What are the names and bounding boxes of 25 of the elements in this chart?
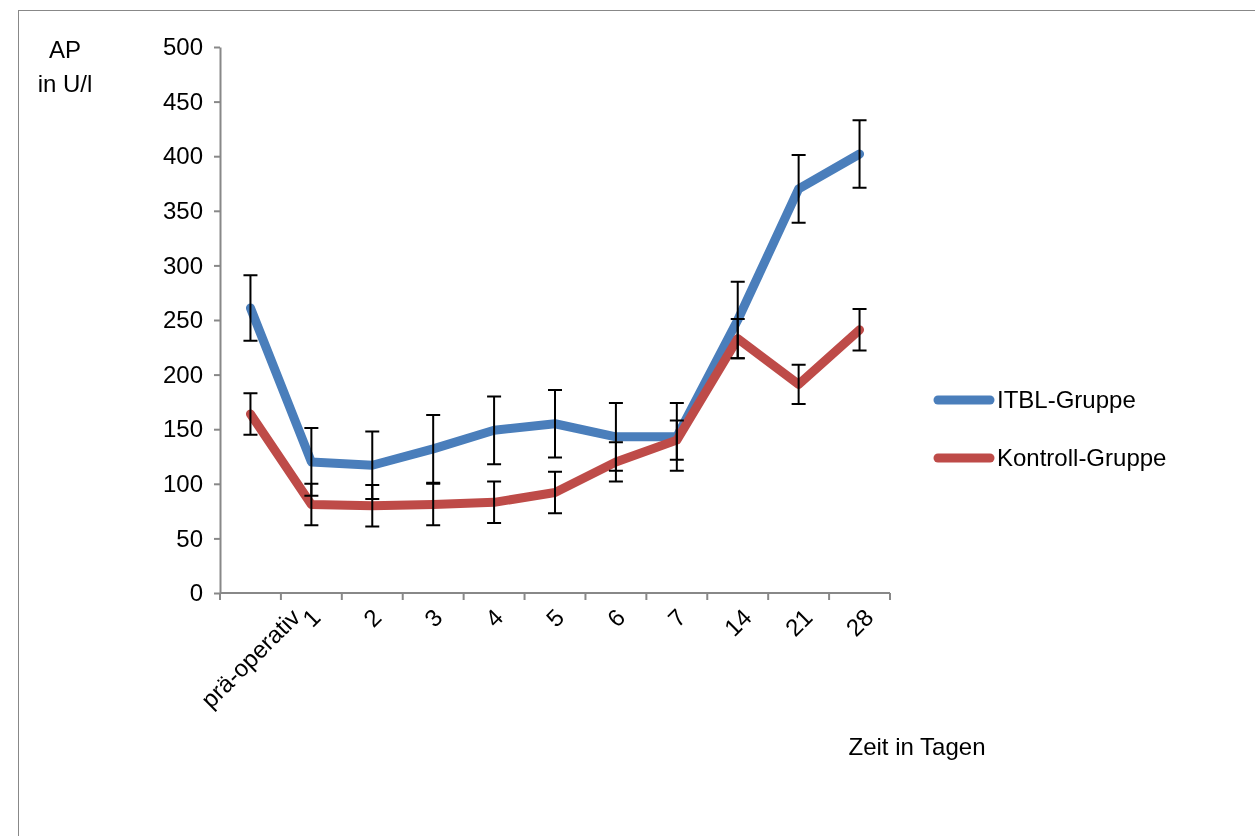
y-tick-label: 450 [162, 87, 203, 115]
y-tick-label: 0 [189, 579, 203, 607]
x-tick-label: 3 [418, 603, 448, 632]
x-tick-label: 5 [540, 603, 570, 632]
y-tick-label: 50 [176, 524, 203, 552]
y-tick-label: 400 [162, 142, 203, 170]
x-tick-label: 21 [779, 603, 818, 642]
x-axis-title: Zeit in Tagen [848, 733, 986, 760]
x-tick-label: 1 [297, 603, 326, 632]
y-tick-label: 500 [162, 33, 203, 61]
x-tick-label: 2 [357, 603, 387, 632]
legend-label: Kontroll-Gruppe [997, 444, 1167, 472]
y-tick-label: 150 [162, 415, 203, 443]
legend-label: ITBL-Gruppe [997, 386, 1136, 414]
y-tick-label: 200 [162, 360, 203, 388]
x-tick-label: 14 [718, 603, 757, 642]
y-tick-label: 350 [162, 196, 203, 224]
x-tick-label: 6 [601, 603, 631, 632]
x-tick-label: 7 [662, 603, 692, 632]
x-tick-label: 4 [479, 603, 509, 632]
y-tick-label: 250 [162, 306, 203, 334]
x-tick-label: 28 [840, 603, 879, 642]
y-axis-title: AP in U/l [37, 36, 93, 97]
y-tick-label: 100 [162, 469, 203, 497]
y-tick-label: 300 [162, 251, 203, 279]
